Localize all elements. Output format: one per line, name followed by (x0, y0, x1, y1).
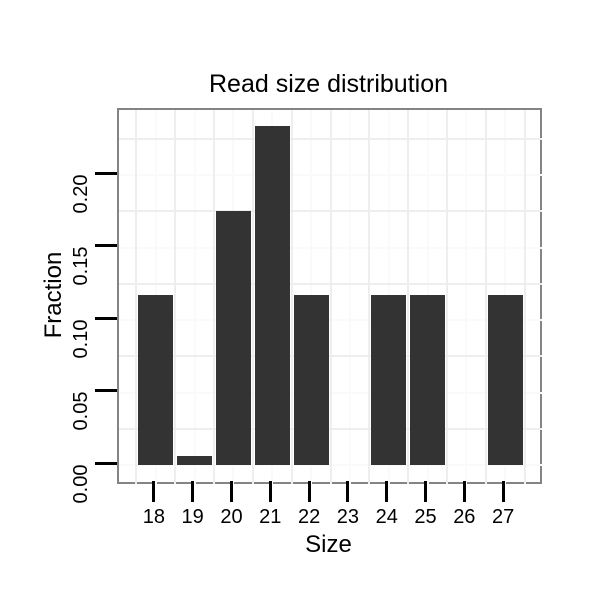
x-axis-tick (191, 481, 195, 502)
bar-size-24 (371, 295, 407, 465)
x-tick-label: 26 (453, 506, 476, 528)
bar-size-19 (177, 456, 213, 465)
y-axis-tick (95, 316, 117, 320)
minor-gridline-horizontal (119, 137, 542, 140)
minor-gridline-vertical (368, 110, 371, 484)
y-tick-label: 0.05 (70, 391, 92, 431)
bar-size-25 (410, 295, 445, 465)
major-gridline-vertical (465, 110, 468, 484)
minor-gridline-horizontal (119, 282, 542, 285)
x-tick-label: 20 (220, 506, 243, 528)
minor-gridline-vertical (407, 110, 410, 484)
x-axis-tick (307, 481, 311, 502)
x-tick-label: 18 (142, 506, 165, 528)
bar-size-22 (293, 295, 329, 465)
bar-size-18 (138, 295, 174, 465)
x-axis-title: Size (305, 531, 352, 558)
y-tick-label: 0.20 (70, 174, 92, 214)
x-axis-tick (268, 481, 272, 502)
x-tick-label: 21 (259, 506, 282, 528)
x-tick-label: 22 (297, 506, 321, 528)
x-axis-tick (385, 481, 389, 502)
minor-gridline-vertical (445, 110, 448, 484)
y-tick-label: 0.15 (70, 246, 92, 286)
minor-gridline-vertical (174, 110, 177, 484)
x-axis-tick (229, 481, 233, 502)
bar-size-21 (254, 125, 290, 465)
x-axis-tick (501, 481, 505, 502)
minor-gridline-horizontal (119, 427, 542, 430)
minor-gridline-vertical (251, 110, 254, 484)
chart-title: Read size distribution (208, 70, 448, 98)
y-axis-tick (95, 244, 117, 248)
minor-gridline-horizontal (119, 355, 542, 358)
x-tick-label: 27 (492, 506, 515, 528)
y-tick-label: 0.00 (70, 464, 92, 503)
x-tick-label: 23 (336, 506, 360, 528)
x-tick-label: 24 (375, 506, 398, 528)
minor-gridline-vertical (523, 110, 526, 484)
y-axis-tick (95, 171, 117, 175)
x-axis-tick (462, 481, 466, 502)
major-gridline-vertical (348, 110, 351, 484)
bar-size-20 (216, 211, 251, 465)
x-tick-label: 25 (414, 506, 437, 528)
bar-size-27 (487, 295, 523, 465)
x-axis-tick (152, 481, 156, 502)
y-tick-label: 0.10 (70, 319, 92, 359)
minor-gridline-vertical (135, 110, 138, 484)
y-axis-tick (95, 461, 117, 465)
x-tick-label: 19 (181, 506, 204, 528)
minor-gridline-vertical (484, 110, 487, 484)
x-axis-tick (346, 481, 350, 502)
minor-gridline-vertical (290, 110, 293, 484)
x-axis-tick (424, 481, 428, 502)
minor-gridline-vertical (213, 110, 216, 484)
major-gridline-vertical (193, 110, 196, 484)
plot-panel (117, 108, 542, 484)
y-axis-title: Fraction (40, 251, 67, 339)
minor-gridline-vertical (329, 110, 332, 484)
minor-gridline-horizontal (119, 210, 542, 213)
y-axis-tick (95, 389, 117, 393)
